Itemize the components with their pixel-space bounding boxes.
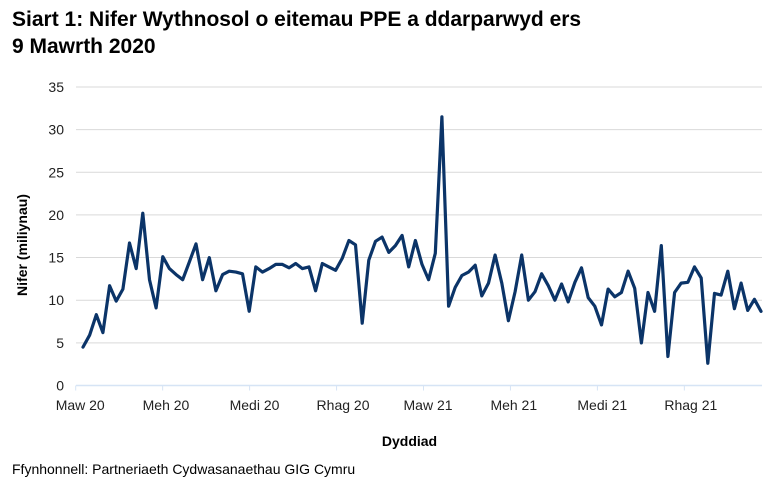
- y-tick-label: 35: [48, 79, 64, 95]
- x-tick-label: Meh 20: [143, 397, 190, 413]
- x-tick-label: Maw 21: [404, 397, 453, 413]
- y-axis-label: Nifer (miliynau): [14, 194, 30, 296]
- y-axis-ticks: 0 5 10 15 20 25 30 35: [48, 79, 64, 394]
- y-tick-label: 15: [48, 250, 64, 266]
- x-tick-label: Medi 20: [230, 397, 280, 413]
- y-tick-label: 25: [48, 164, 64, 180]
- gridlines: [76, 86, 762, 344]
- line-chart: 0 5 10 15 20 25 30 35 Maw 20 Meh 20 Medi 20 Rhag 2…: [48, 79, 763, 413]
- x-axis-label: Dyddiad: [381, 433, 438, 449]
- x-tick-label: Meh 21: [490, 397, 537, 413]
- y-tick-label: 5: [56, 335, 64, 351]
- x-tick-label: Medi 21: [577, 397, 627, 413]
- chart-title-line-2: 9 Mawrth 2020: [12, 35, 156, 58]
- x-tick-label: Rhag 21: [664, 397, 717, 413]
- x-tick-label: Maw 20: [56, 397, 105, 413]
- y-tick-label: 30: [48, 122, 64, 138]
- source-note: Ffynhonnell: Partneriaeth Cydwasanaethau…: [12, 461, 356, 477]
- data-line: [81, 115, 763, 365]
- x-tick-label: Rhag 20: [317, 397, 370, 413]
- chart-title: Siart 1: Nifer Wythnosol o eitemau PPE a…: [12, 6, 772, 60]
- y-tick-label: 0: [56, 378, 64, 394]
- x-axis: Maw 20 Meh 20 Medi 20 Rhag 20 Maw 21 Meh 21 Me…: [56, 384, 762, 413]
- y-tick-label: 10: [48, 292, 64, 308]
- chart-title-line-1: Siart 1: Nifer Wythnosol o eitemau PPE a…: [12, 8, 582, 31]
- y-tick-label: 20: [48, 207, 64, 223]
